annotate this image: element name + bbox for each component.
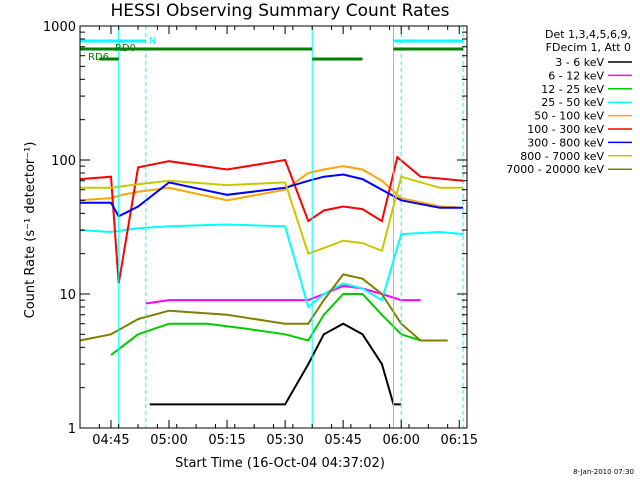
- y-axis: 1 10 100 1000: [43, 20, 467, 437]
- legend-label-1: 3 - 6 keV: [555, 56, 604, 69]
- band-label-rd0: RD0: [115, 43, 136, 54]
- x-tick-label-6: 06:00: [382, 433, 419, 448]
- series-line-2: [145, 284, 421, 305]
- x-axis-label: Start Time (16-Oct-04 04:37:02): [175, 456, 385, 471]
- legend-label-4: 25 - 50 keV: [541, 96, 604, 109]
- series-line-3: [110, 293, 448, 356]
- legend-label-5: 50 - 100 keV: [534, 110, 604, 123]
- legend-header-2: FDecim 1, Att 0: [546, 41, 631, 54]
- series-line-1: [149, 322, 402, 406]
- series-line-4: [79, 223, 464, 309]
- legend-label-9: 7000 - 20000 keV: [506, 163, 604, 176]
- vline-layer: [118, 26, 464, 428]
- series-line-8: [80, 175, 464, 255]
- timestamp: 8-Jan-2010 07:30: [573, 468, 634, 476]
- y-tick-label-2: 10: [59, 288, 76, 303]
- legend-label-2: 6 - 12 keV: [548, 69, 604, 82]
- series-line-9: [79, 273, 448, 342]
- chart-title: HESSI Observing Summary Count Rates: [110, 1, 449, 21]
- band-label-rd6: RD6: [88, 52, 109, 63]
- plot-frame: [79, 25, 468, 429]
- series-layer: [79, 155, 464, 406]
- x-tick-label-4: 05:30: [266, 433, 303, 448]
- y-tick-label-3: 100: [51, 154, 76, 169]
- x-tick-label-5: 05:45: [324, 433, 361, 448]
- x-tick-label-3: 05:15: [208, 433, 245, 448]
- legend-label-3: 12 - 25 keV: [541, 83, 604, 96]
- series-line-5: [79, 165, 464, 209]
- y-axis-label: Count Rate (s⁻¹ detector⁻¹): [23, 142, 38, 319]
- legend: Det 1,3,4,5,6,9,FDecim 1, Att 0 3 - 6 keV…: [506, 28, 632, 176]
- x-axis: 04:45 05:00 05:15 05:30 05:45 06:00 06:15: [79, 26, 478, 448]
- series-line-6: [79, 155, 464, 284]
- band-layer: N RD0 RD6: [80, 36, 464, 63]
- y-tick-label-1: 1: [68, 422, 76, 437]
- x-tick-label-2: 05:00: [150, 433, 187, 448]
- series-line-7: [80, 173, 464, 218]
- x-tick-label-1: 04:45: [92, 433, 129, 448]
- x-tick-label-7: 06:15: [441, 433, 478, 448]
- legend-label-8: 800 - 7000 keV: [520, 150, 604, 163]
- legend-label-7: 300 - 800 keV: [527, 136, 604, 149]
- legend-header-1: Det 1,3,4,5,6,9,: [545, 28, 631, 41]
- band-label-n: N: [149, 36, 156, 47]
- legend-label-6: 100 - 300 keV: [527, 123, 604, 136]
- y-tick-label-4: 1000: [43, 20, 76, 35]
